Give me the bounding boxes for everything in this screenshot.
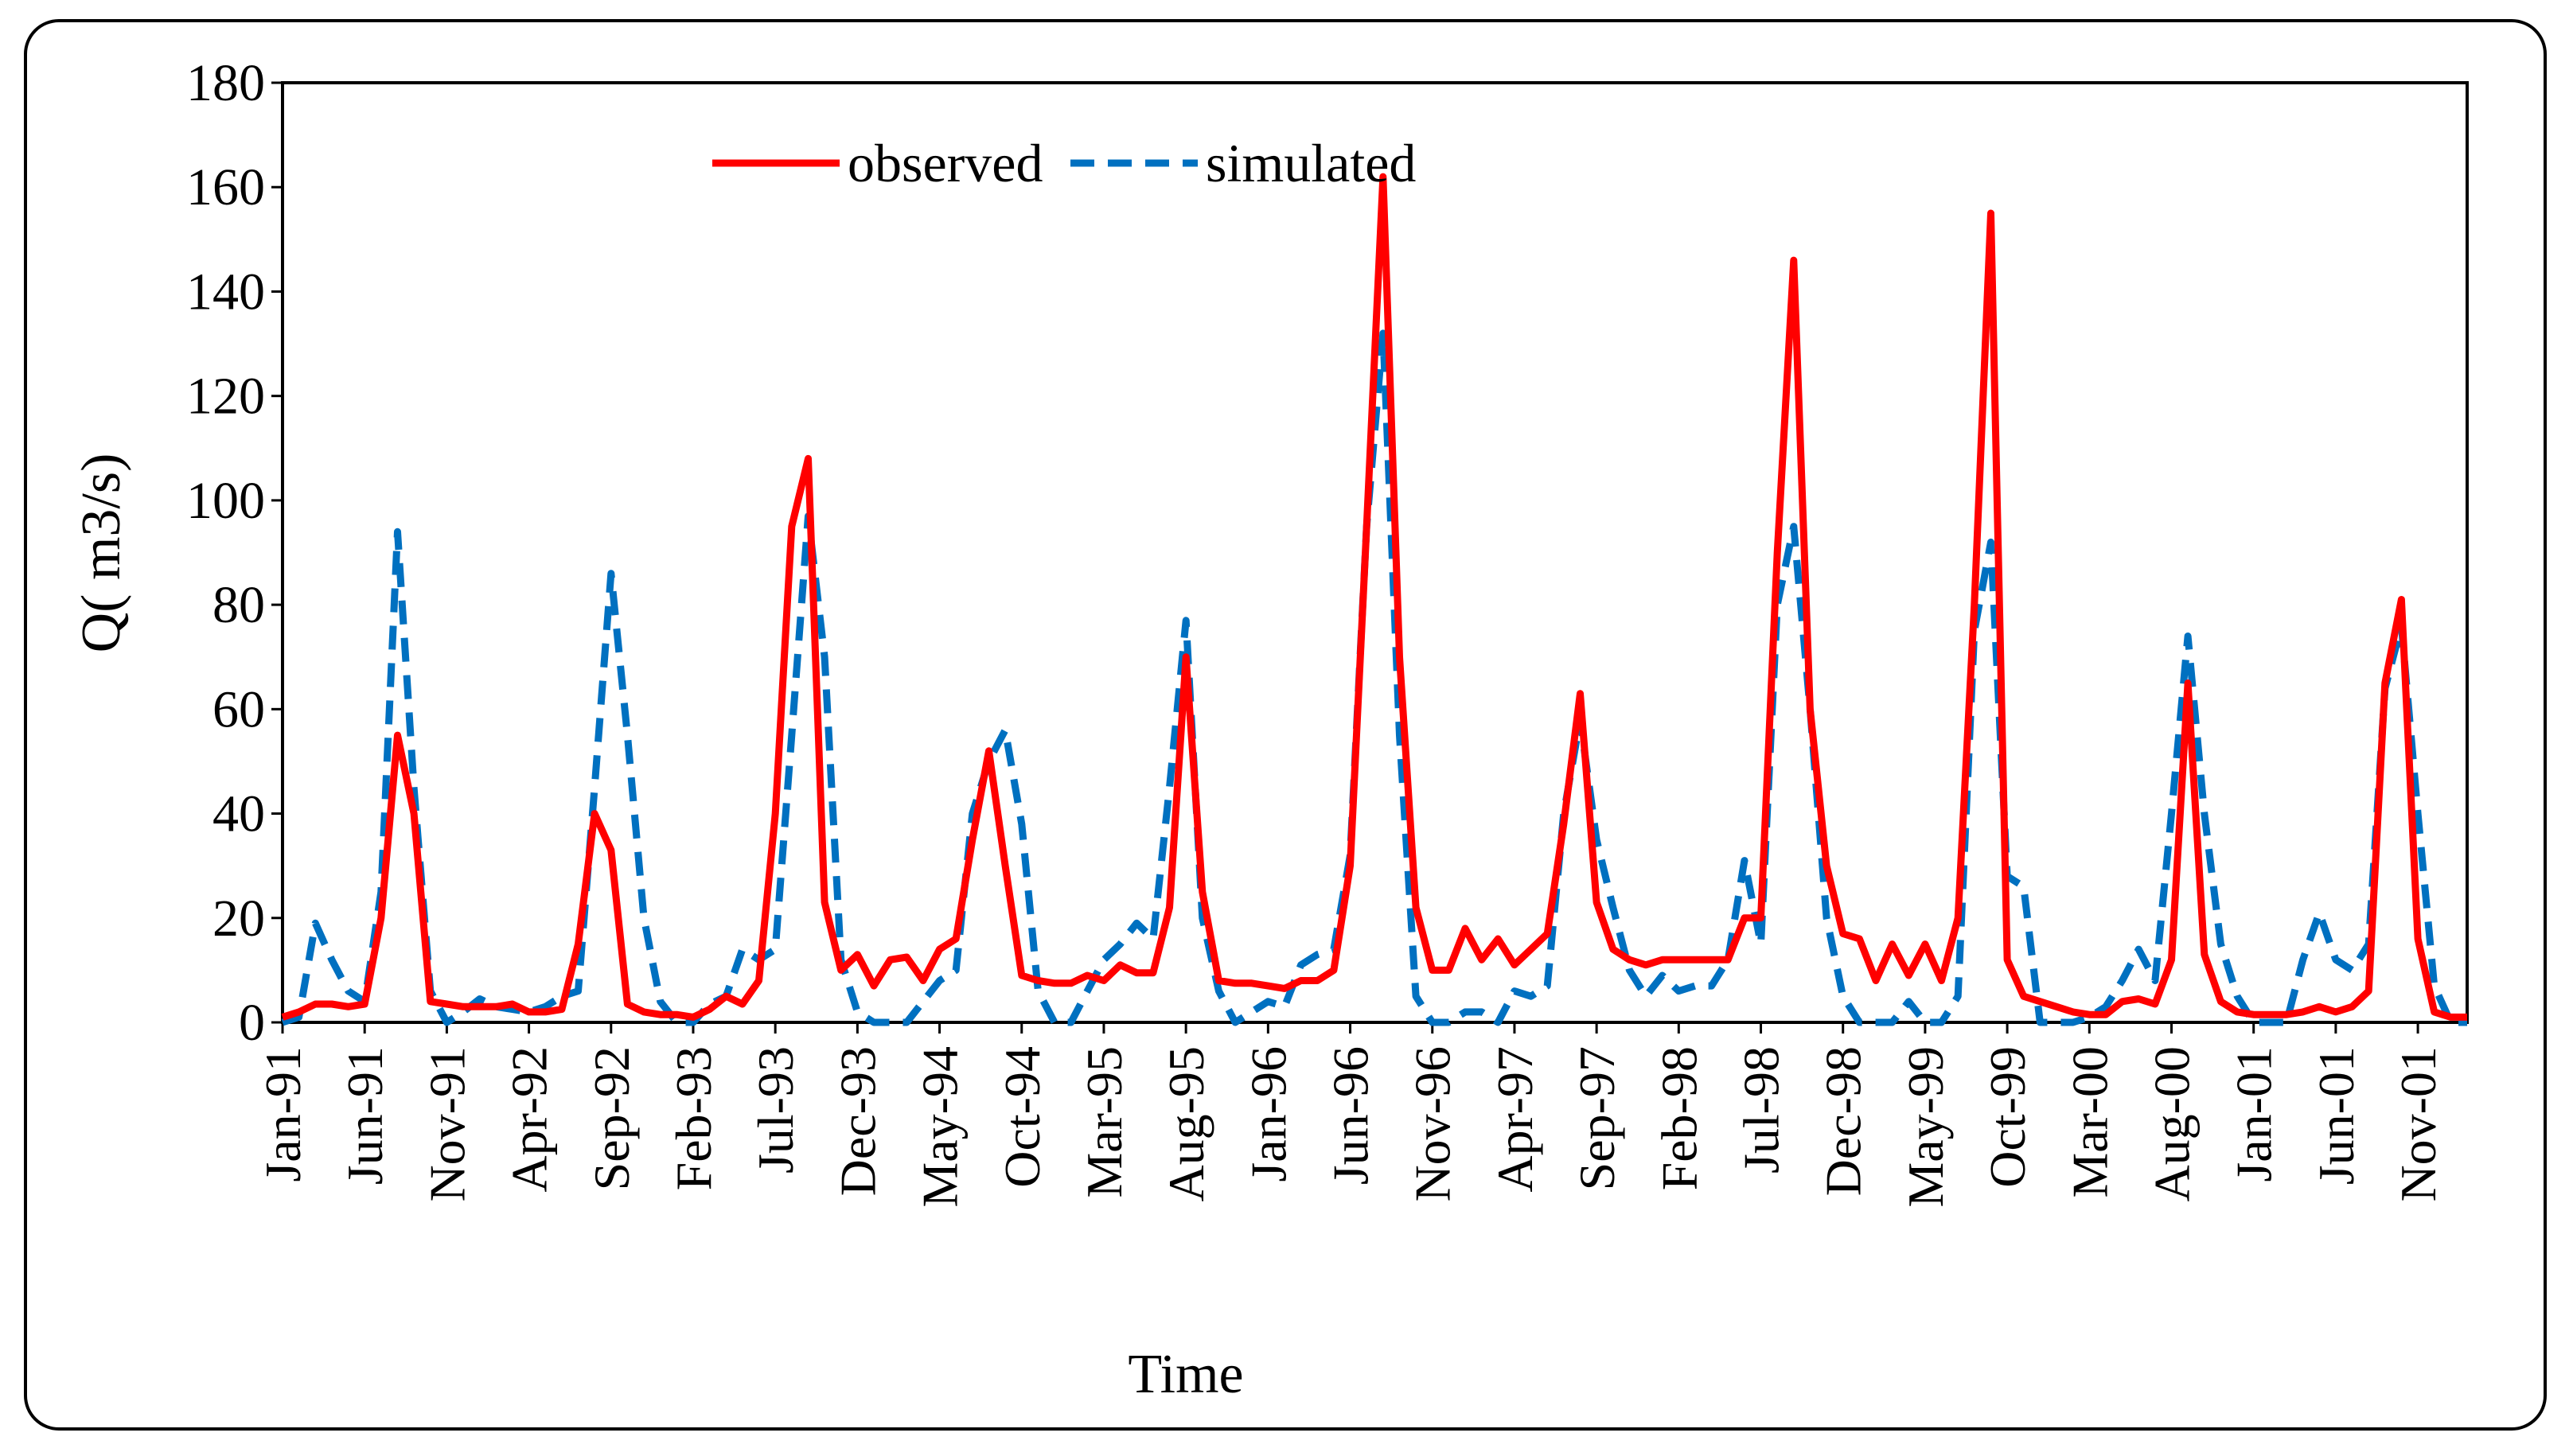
x-tick-label: Mar-95 — [1076, 1046, 1133, 1198]
legend-label-simulated: simulated — [1206, 133, 1416, 193]
y-tick-label: 0 — [239, 994, 265, 1052]
x-tick-label: Jan-96 — [1240, 1046, 1296, 1182]
x-tick-label: Aug-00 — [2143, 1046, 2200, 1202]
legend: observed simulated — [712, 133, 1416, 193]
x-tick-label: Jun-91 — [337, 1046, 393, 1185]
x-tick-label: Oct-99 — [1979, 1046, 2036, 1188]
x-tick-label: Jul-93 — [747, 1046, 804, 1174]
x-axis-label: Time — [1128, 1344, 1243, 1405]
x-tick-label: Jun-01 — [2308, 1046, 2364, 1185]
x-tick-label: May-99 — [1897, 1046, 1954, 1208]
x-tick-label: Oct-94 — [994, 1046, 1051, 1188]
y-tick-label: 20 — [212, 890, 265, 948]
x-tick-label: Jan-91 — [255, 1046, 311, 1182]
series-line-simulated — [281, 329, 2467, 1026]
x-tick-label: Feb-93 — [665, 1046, 722, 1190]
y-axis-ticks: 0 20 40 60 80 100 120 140 160 180 — [186, 54, 283, 1052]
y-tick-label: 40 — [212, 785, 265, 843]
y-tick-label: 160 — [186, 158, 265, 216]
y-tick-label: 120 — [186, 368, 265, 426]
y-axis-label: Q( m3/s) — [71, 454, 132, 653]
y-tick-label: 60 — [212, 680, 265, 738]
x-tick-label: Dec-98 — [1815, 1046, 1872, 1196]
x-tick-label: Sep-92 — [583, 1046, 640, 1190]
x-tick-label: Jun-96 — [1323, 1046, 1379, 1185]
y-tick-label: 100 — [186, 472, 265, 530]
x-tick-label: Jul-98 — [1733, 1046, 1790, 1174]
y-tick-label: 180 — [186, 54, 265, 112]
x-tick-label: Apr-97 — [1487, 1046, 1543, 1193]
legend-label-observed: observed — [848, 133, 1043, 193]
series-layer — [281, 173, 2467, 1026]
x-tick-label: Apr-92 — [501, 1046, 558, 1193]
x-tick-label: Aug-95 — [1158, 1046, 1214, 1202]
x-tick-label: Nov-96 — [1405, 1046, 1461, 1202]
series-line-observed — [281, 173, 2467, 1021]
x-axis-ticks: Jan-91 Jun-91 Nov-91 Apr-92 Sep-92 Feb-93 Jul-… — [255, 1022, 2446, 1208]
x-tick-label: Nov-01 — [2390, 1046, 2446, 1202]
y-tick-label: 80 — [212, 576, 265, 634]
y-tick-label: 140 — [186, 263, 265, 321]
x-tick-label: Jan-01 — [2226, 1046, 2283, 1182]
x-tick-label: Nov-91 — [419, 1046, 475, 1202]
x-tick-label: Mar-00 — [2061, 1046, 2118, 1198]
x-tick-label: Sep-97 — [1569, 1046, 1625, 1190]
x-tick-label: Feb-98 — [1651, 1046, 1707, 1190]
plot-area — [281, 81, 2469, 1024]
x-tick-label: May-94 — [912, 1046, 969, 1208]
x-tick-label: Dec-93 — [829, 1046, 886, 1196]
